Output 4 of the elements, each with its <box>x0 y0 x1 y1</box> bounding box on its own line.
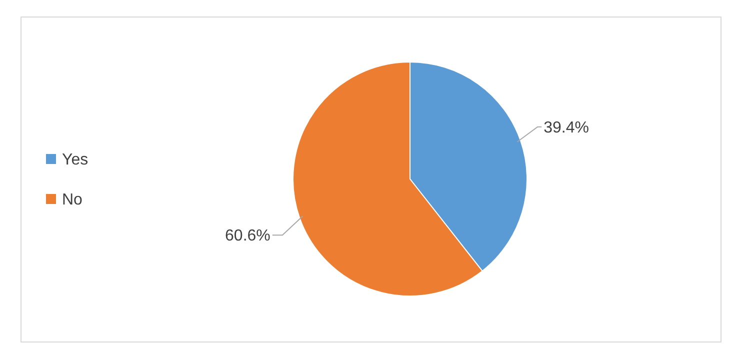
data-label: 60.6% <box>225 228 270 245</box>
data-label: 39.4% <box>544 119 589 136</box>
legend-label: Yes <box>62 152 88 169</box>
legend-label: No <box>62 192 83 209</box>
